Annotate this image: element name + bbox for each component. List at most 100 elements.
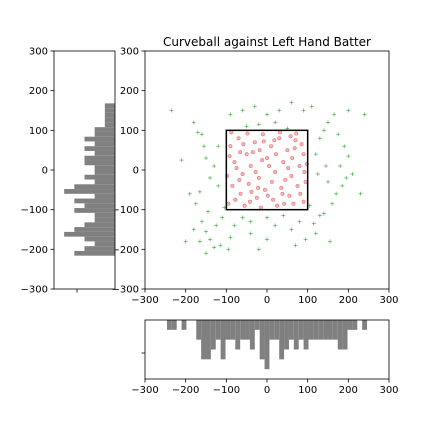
- point-green-plus: [183, 239, 188, 244]
- x-hist-bar: [328, 320, 333, 340]
- x-tick-label: −300: [131, 295, 158, 306]
- point-green-plus: [216, 144, 221, 149]
- x-hist-bar: [171, 320, 177, 330]
- point-red-circle: [244, 152, 249, 157]
- point-red-circle: [238, 191, 243, 196]
- point-red-circle: [260, 158, 265, 163]
- point-red-circle: [283, 177, 288, 182]
- y-hist-bar: [84, 203, 115, 209]
- y-hist-bar: [94, 141, 115, 147]
- y-hist-bar: [104, 103, 115, 109]
- point-green-plus: [240, 215, 245, 220]
- point-green-plus: [226, 247, 231, 252]
- point-green-plus: [204, 156, 208, 161]
- x-hist-bar: [284, 320, 289, 350]
- x-hist-bar: [220, 320, 226, 360]
- point-red-circle: [232, 160, 237, 165]
- point-green-plus: [199, 219, 204, 224]
- point-red-circle: [279, 185, 284, 190]
- point-green-plus: [248, 219, 253, 224]
- x-hist-bar: [293, 320, 299, 350]
- point-red-circle: [303, 179, 308, 184]
- x-hist-bar: [181, 320, 187, 330]
- point-green-plus: [362, 112, 367, 117]
- y-hist-bar: [94, 170, 115, 175]
- point-green-plus: [201, 144, 206, 149]
- point-green-plus: [204, 251, 208, 256]
- point-red-circle: [271, 197, 276, 202]
- point-red-circle: [264, 156, 270, 161]
- point-green-plus: [334, 191, 339, 196]
- point-green-plus: [240, 108, 245, 113]
- point-red-circle: [288, 134, 293, 139]
- point-green-plus: [315, 171, 320, 176]
- x-hist-bar: [235, 320, 241, 350]
- y-hist-bar: [94, 150, 115, 156]
- point-green-plus: [179, 158, 184, 163]
- point-green-plus: [212, 245, 217, 250]
- y-hist-bar: [94, 241, 115, 247]
- x-hist-bar: [210, 320, 216, 350]
- point-green-plus: [228, 112, 233, 117]
- x-hist-bar: [166, 320, 172, 330]
- point-green-plus: [336, 132, 341, 137]
- x-hist-bar: [279, 320, 285, 360]
- point-green-plus: [199, 132, 204, 137]
- point-green-plus: [220, 215, 225, 220]
- point-red-circle: [294, 131, 299, 136]
- point-green-plus: [350, 171, 355, 176]
- point-red-circle: [256, 175, 261, 180]
- x-hist-bar: [201, 320, 206, 360]
- point-green-plus: [289, 227, 294, 232]
- point-green-plus: [317, 136, 322, 141]
- x-hist-bar: [318, 320, 324, 340]
- y-hist-bar: [84, 236, 115, 242]
- x-hist-tick-label: 300: [379, 385, 398, 396]
- point-green-plus: [214, 223, 219, 228]
- point-green-plus: [197, 189, 202, 194]
- point-red-circle: [265, 193, 270, 198]
- point-green-plus: [208, 175, 213, 180]
- y-hist-bar: [74, 208, 115, 213]
- point-red-circle: [252, 140, 257, 145]
- x-hist-bar: [308, 320, 314, 340]
- point-red-circle: [275, 203, 280, 208]
- y-hist-bar: [94, 127, 115, 132]
- point-green-plus: [191, 227, 196, 232]
- y-hist-bar: [94, 131, 115, 137]
- point-green-plus: [206, 209, 211, 214]
- point-red-circle: [261, 139, 266, 144]
- point-red-circle: [262, 187, 268, 192]
- y-hist-bar: [64, 189, 115, 194]
- x-tick-label: 100: [298, 295, 317, 306]
- point-green-plus: [252, 104, 257, 109]
- point-green-plus: [340, 183, 345, 188]
- x-hist-bar: [254, 320, 260, 330]
- point-green-plus: [311, 221, 316, 226]
- x-hist-bar: [298, 320, 304, 340]
- point-green-plus: [326, 179, 330, 184]
- point-red-circle: [250, 150, 255, 155]
- point-green-plus: [344, 175, 349, 180]
- point-green-plus: [273, 223, 278, 228]
- point-red-circle: [240, 171, 245, 177]
- point-green-plus: [301, 108, 306, 113]
- point-green-plus: [309, 104, 314, 109]
- x-tick-label: 0: [264, 295, 270, 306]
- y-hist-bar: [94, 212, 115, 218]
- y-hist-bar: [64, 231, 115, 237]
- point-green-plus: [228, 235, 233, 240]
- point-red-circle: [227, 154, 232, 159]
- point-green-plus: [342, 144, 347, 149]
- point-green-plus: [313, 231, 318, 236]
- x-hist-bar: [196, 320, 202, 340]
- x-hist-bar: [313, 320, 319, 340]
- point-red-circle: [230, 183, 235, 188]
- point-red-circle: [290, 156, 295, 161]
- point-red-circle: [269, 179, 274, 184]
- point-green-plus: [265, 215, 269, 220]
- point-green-plus: [293, 243, 298, 248]
- point-red-circle: [291, 201, 296, 206]
- point-green-plus: [218, 243, 223, 248]
